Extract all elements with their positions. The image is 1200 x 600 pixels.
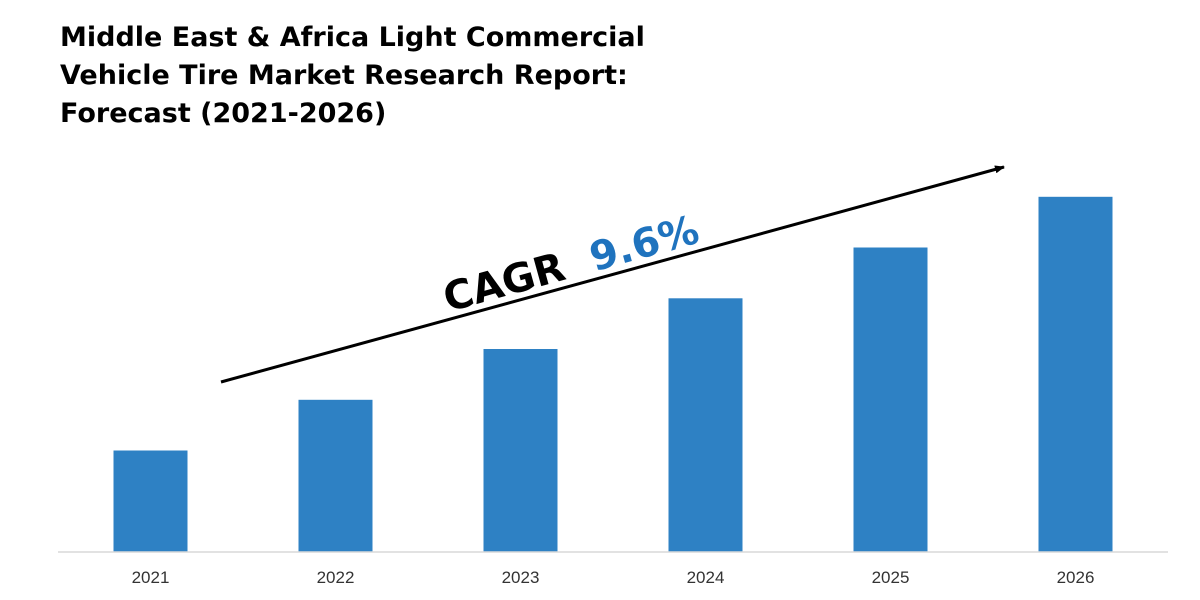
x-tick-label-2026: 2026 xyxy=(1057,568,1095,587)
bar-2021 xyxy=(113,450,188,552)
x-tick-label-2023: 2023 xyxy=(502,568,540,587)
x-axis-tick-labels: 2021 2022 2023 2024 2025 2026 xyxy=(132,568,1095,587)
bar-2022 xyxy=(298,399,373,553)
cagr-annotation: CAGR 9.6% xyxy=(438,207,704,322)
cagr-value: 9.6% xyxy=(585,207,704,281)
chart-title-line-2: Vehicle Tire Market Research Report: xyxy=(60,60,628,91)
chart-title-line-1: Middle East & Africa Light Commercial xyxy=(60,22,645,53)
bars-layer xyxy=(113,196,1113,553)
bar-2024 xyxy=(668,298,743,553)
cagr-label: CAGR xyxy=(438,244,570,321)
x-tick-label-2024: 2024 xyxy=(687,568,725,587)
x-tick-label-2021: 2021 xyxy=(132,568,170,587)
chart-title: Middle East & Africa Light Commercial Ve… xyxy=(60,22,645,129)
bar-2026 xyxy=(1038,196,1113,553)
bar-2025 xyxy=(853,247,928,552)
bar-2023 xyxy=(483,349,558,552)
cagr-trend-arrow xyxy=(220,165,1005,384)
chart-title-line-3: Forecast (2021-2026) xyxy=(60,98,386,129)
x-tick-label-2022: 2022 xyxy=(317,568,355,587)
x-tick-label-2025: 2025 xyxy=(872,568,910,587)
